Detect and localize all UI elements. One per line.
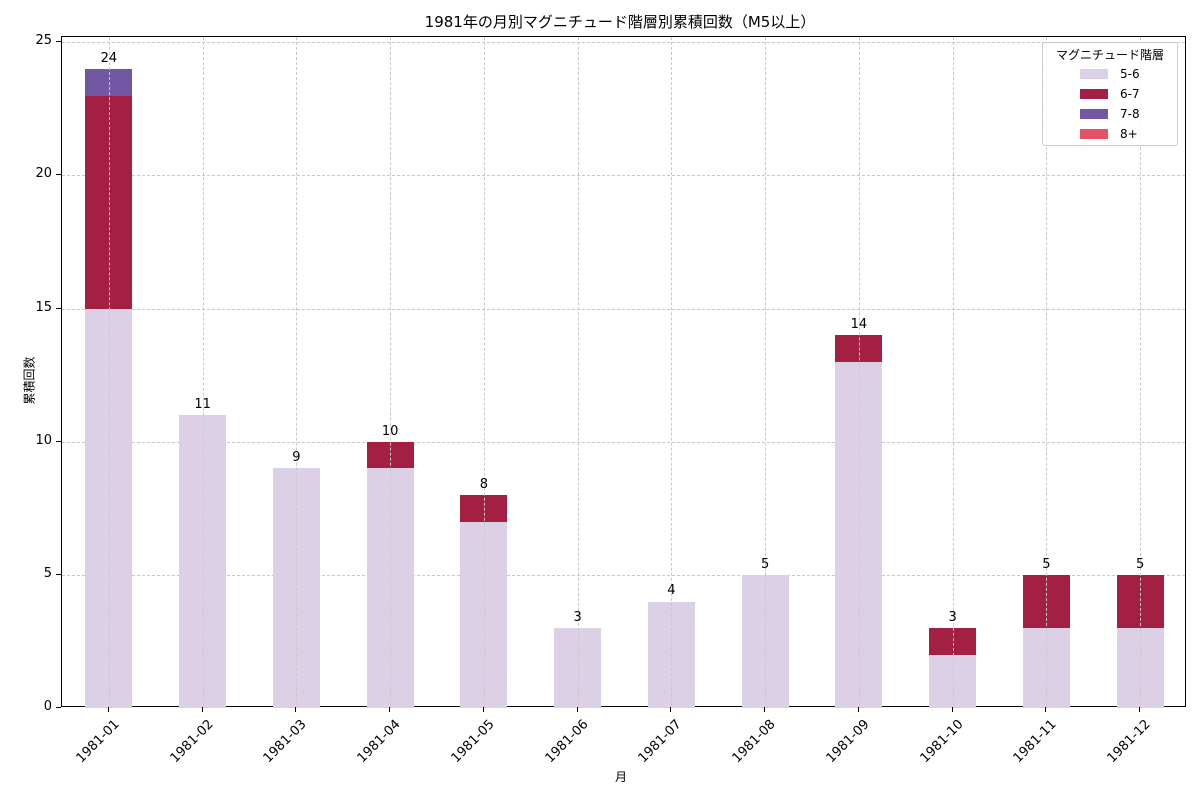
gridline-horizontal	[62, 175, 1185, 177]
gridline-vertical	[390, 37, 392, 706]
y-tick-mark	[56, 440, 61, 442]
x-tick-mark	[576, 707, 578, 712]
legend-item-6-7: 6-7	[1080, 87, 1140, 101]
gridline-vertical	[108, 37, 110, 706]
x-tick-label: 1981-02	[167, 717, 217, 767]
gridline-vertical	[202, 37, 204, 706]
x-tick-label: 1981-12	[1104, 717, 1154, 767]
gridline-horizontal	[62, 308, 1185, 310]
bar-total-label: 10	[381, 423, 399, 439]
y-axis-label: 累積回数	[22, 356, 37, 405]
y-tick-label: 25	[35, 33, 52, 49]
x-tick-mark	[107, 707, 109, 712]
legend-swatch	[1080, 129, 1108, 139]
bar-total-label: 5	[1042, 556, 1051, 572]
gridline-horizontal	[62, 42, 1185, 44]
bar-total-label: 5	[760, 556, 770, 572]
gridline-vertical	[483, 37, 485, 706]
x-tick-label: 1981-05	[448, 717, 498, 767]
bar-total-label: 3	[948, 610, 957, 626]
bar-total-label: 11	[194, 397, 211, 413]
bar-total-label: 3	[573, 610, 582, 626]
bar-total-label: 8	[479, 476, 489, 492]
gridline-vertical	[577, 37, 579, 706]
y-tick-mark	[56, 573, 61, 575]
y-tick-label: 5	[43, 565, 52, 581]
x-tick-mark	[1139, 707, 1141, 712]
x-tick-label: 1981-11	[1010, 717, 1060, 767]
x-tick-label: 1981-10	[917, 717, 967, 767]
legend-swatch	[1080, 69, 1108, 79]
x-tick-label: 1981-08	[729, 717, 779, 767]
x-tick-label: 1981-06	[542, 717, 592, 767]
y-tick-label: 15	[35, 299, 52, 315]
legend-label: 6-7	[1120, 87, 1140, 101]
x-tick-mark	[389, 707, 391, 712]
x-tick-label: 1981-01	[73, 717, 123, 767]
legend-item-8+: 8+	[1080, 127, 1138, 141]
x-tick-label: 1981-03	[260, 717, 310, 767]
bar-total-label: 14	[850, 317, 868, 333]
y-tick-label: 20	[35, 166, 52, 182]
x-tick-mark	[1045, 707, 1047, 712]
gridline-vertical	[1046, 37, 1048, 706]
x-tick-mark	[295, 707, 297, 712]
legend-label: 8+	[1120, 127, 1138, 141]
y-tick-mark	[56, 307, 61, 309]
bar-total-label: 5	[1135, 556, 1145, 572]
gridline-vertical	[858, 37, 860, 706]
bar-total-label: 9	[292, 450, 301, 466]
legend-label: 7-8	[1120, 107, 1140, 121]
x-tick-mark	[482, 707, 484, 712]
x-tick-mark	[670, 707, 672, 712]
y-tick-label: 0	[43, 699, 52, 714]
gridline-vertical	[952, 37, 954, 706]
bar-total-label: 4	[667, 583, 676, 599]
x-tick-mark	[951, 707, 953, 712]
legend-swatch	[1080, 109, 1108, 119]
x-tick-mark	[201, 707, 203, 712]
x-tick-label: 1981-09	[823, 717, 873, 767]
gridline-vertical	[296, 37, 298, 706]
bar-total-label: 24	[100, 50, 118, 66]
y-tick-mark	[56, 174, 61, 176]
legend-swatch	[1080, 89, 1108, 99]
gridline-vertical	[765, 37, 767, 706]
plot-area: 24 11 9 10 8 3 4 5 14 3 5 5	[61, 36, 1186, 708]
legend-title: マグニチュード階層	[1055, 48, 1164, 62]
x-tick-mark	[764, 707, 766, 712]
gridline-horizontal	[62, 574, 1185, 576]
x-tick-label: 1981-07	[635, 717, 685, 767]
x-tick-mark	[857, 707, 859, 712]
gridline-vertical	[671, 37, 673, 706]
y-tick-mark	[56, 41, 61, 43]
legend-item-7-8: 7-8	[1080, 107, 1140, 121]
legend: マグニチュード階層 5-6 6-7 7-8 8+	[1042, 42, 1178, 146]
y-tick-mark	[56, 707, 61, 708]
x-tick-label: 1981-04	[354, 717, 404, 767]
x-axis-label: 月	[615, 770, 628, 784]
gridline-horizontal	[62, 441, 1185, 443]
gridline-vertical	[1140, 37, 1142, 706]
legend-item-5-6: 5-6	[1080, 67, 1140, 81]
legend-label: 5-6	[1120, 67, 1140, 81]
chart-title: 1981年の月別マグニチュード階層別累積回数（M5以上）	[424, 13, 816, 31]
y-tick-label: 10	[35, 432, 52, 448]
